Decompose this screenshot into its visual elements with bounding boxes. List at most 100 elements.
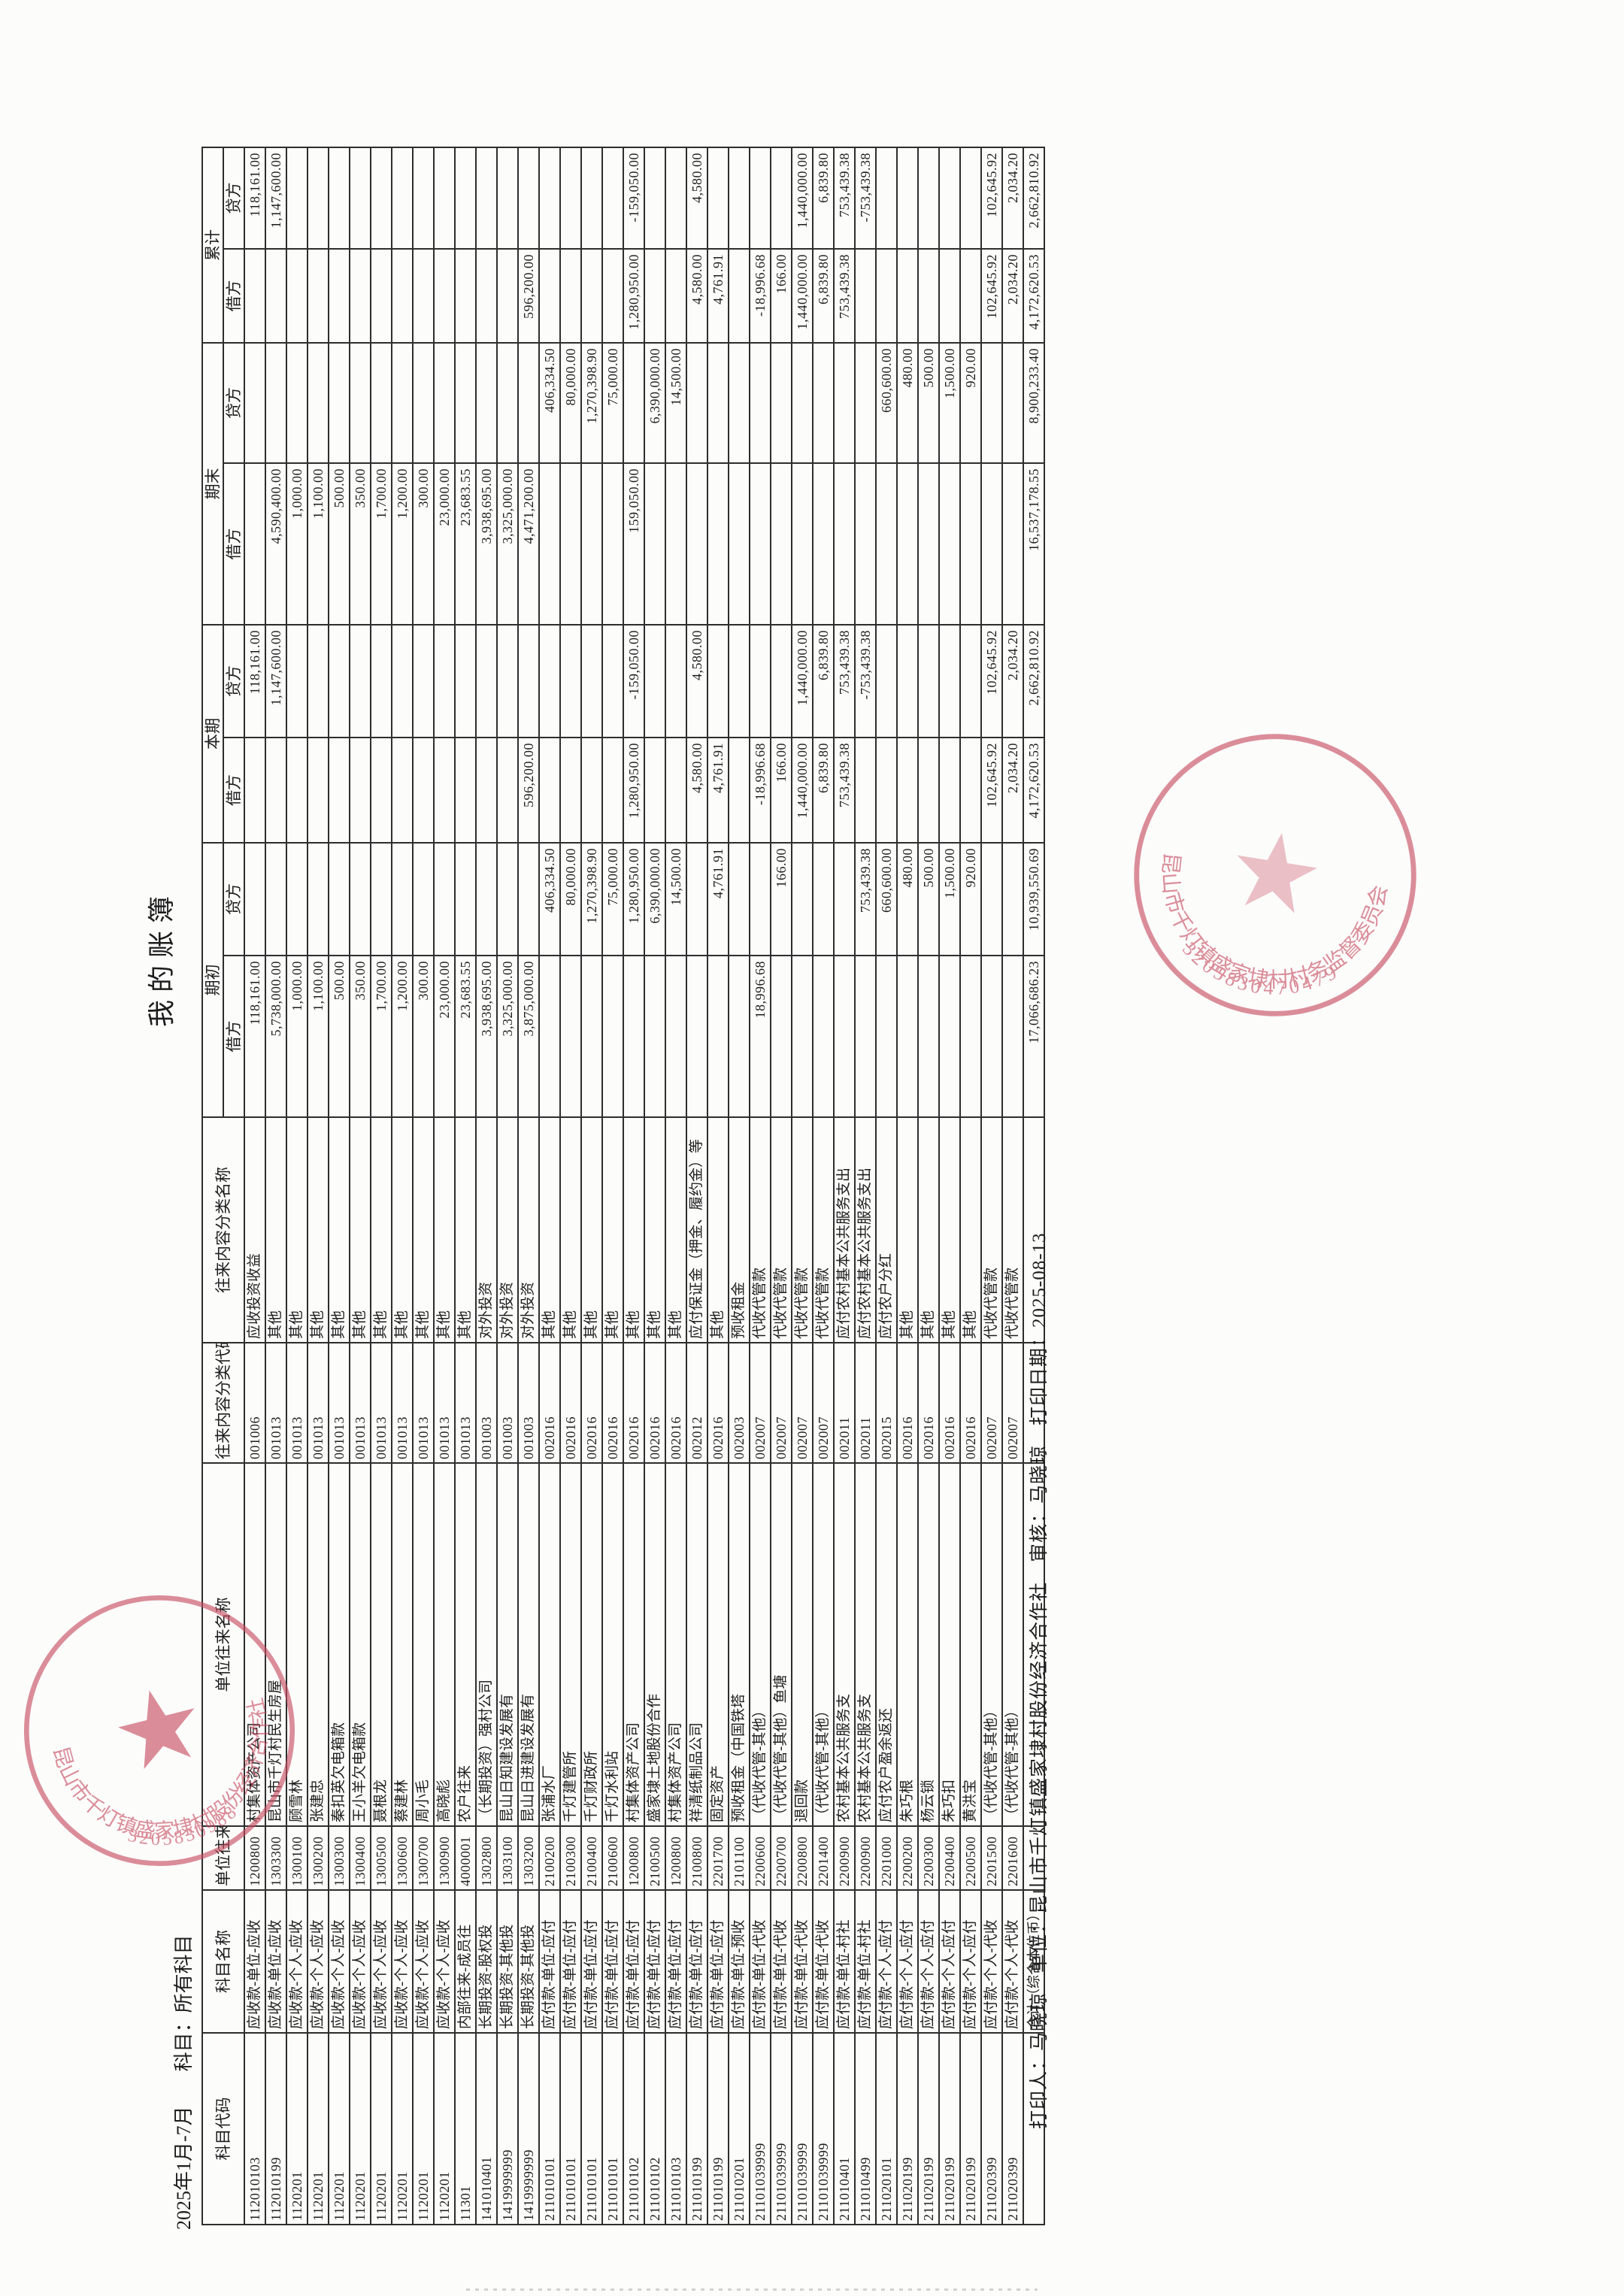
cell-subject-code: 211010103 — [665, 2033, 686, 2225]
cell-closing-debit — [244, 463, 265, 625]
table-row: 211020199 应付款-个人-应付 2200200 朱巧根 002016 其他 480.… — [897, 147, 918, 2225]
cell-closing-debit: 350.00 — [350, 463, 371, 625]
cell-current-debit: 102,645.92 — [981, 738, 1002, 843]
cell-current-debit: 4,580.00 — [686, 738, 707, 843]
cell-cumulative-credit — [665, 147, 686, 249]
cell-content-code: 001013 — [413, 1343, 434, 1463]
cell-subject-code: 141010401 — [476, 2033, 497, 2225]
cell-current-debit — [497, 738, 518, 843]
cell-cumulative-debit: 4,580.00 — [686, 249, 707, 343]
cell-subject-name: 应付款-个人-代收 — [981, 1890, 1002, 2033]
cell-content-code: 002007 — [1002, 1343, 1023, 1463]
cell-subject-name: 应付款-单位-应付 — [644, 1890, 665, 2033]
cell-current-debit — [329, 738, 350, 843]
cell-content-name: 应付农户分红 — [876, 1117, 897, 1343]
cell-unit-code: 2100200 — [539, 1826, 560, 1890]
cell-unit-code: 2201400 — [813, 1826, 834, 1890]
cell-cumulative-credit — [392, 147, 413, 249]
cell-current-credit — [286, 625, 308, 738]
cell-content-code: 002003 — [729, 1343, 750, 1463]
cell-closing-debit — [644, 463, 665, 625]
table-row: 211010103 应付款-单位-应付 1200800 村集体资产公司 002016 其他… — [665, 147, 686, 2225]
cell-unit-name: 村集体资产公司 — [623, 1463, 644, 1826]
table-row: 211010401 应付款-单位-村社 2200900 农村基本公共服务支 002011… — [834, 147, 855, 2225]
cell-unit-code: 2200900 — [834, 1826, 855, 1890]
cell-subject-name: 应收款-个人-应收 — [286, 1890, 308, 2033]
cell-unit-name: （代收代管-其他） — [813, 1463, 834, 1826]
cell-closing-debit: 23,000.00 — [434, 463, 455, 625]
cell-unit-code: 2201600 — [1002, 1826, 1023, 1890]
cell-opening-credit: 1,500.00 — [939, 843, 960, 956]
cell-cumulative-credit — [960, 147, 981, 249]
cell-cumulative-debit: 1,280,950.00 — [623, 249, 644, 343]
cell-current-credit — [476, 625, 497, 738]
cell-opening-credit — [476, 843, 497, 956]
cell-subject-name: 应付款-个人-应付 — [897, 1890, 918, 2033]
cell-opening-credit: 1,280,950.00 — [623, 843, 644, 956]
cell-content-name: 代收代管款 — [813, 1117, 834, 1343]
cell-closing-debit — [707, 463, 729, 625]
cell-closing-debit — [918, 463, 939, 625]
cell-current-debit — [476, 738, 497, 843]
cell-current-credit — [413, 625, 434, 738]
cell-subject-code: 211010101 — [602, 2033, 623, 2225]
cell-opening-debit — [771, 956, 792, 1117]
cell-unit-name: 秦扣英欠电箱款 — [329, 1463, 350, 1826]
cell-unit-code: 1303200 — [518, 1826, 539, 1890]
cell-opening-credit — [834, 843, 855, 956]
cell-closing-credit — [308, 343, 329, 463]
cell-cumulative-debit — [897, 249, 918, 343]
cell-content-name: 其他 — [413, 1117, 434, 1343]
cell-cumulative-credit: 118,161.00 — [244, 147, 265, 249]
cell-subject-code: 11301 — [455, 2033, 476, 2225]
cell-cumulative-credit — [707, 147, 729, 249]
cell-opening-credit — [329, 843, 350, 956]
cell-opening-debit: 17,066,686.23 — [1023, 956, 1044, 1117]
cell-content-name: 预收租金 — [729, 1117, 750, 1343]
cell-unit-name: 退回款 — [792, 1463, 813, 1826]
cell-closing-debit: 1,000.00 — [286, 463, 308, 625]
cell-current-debit — [897, 738, 918, 843]
cell-cumulative-credit: 102,645.92 — [981, 147, 1002, 249]
cell-opening-debit: 118,161.00 — [244, 956, 265, 1117]
header-cumulative-debit: 借方 — [223, 249, 244, 343]
cell-closing-credit — [518, 343, 539, 463]
table-row: 1120201 应收款-个人-应收 1300700 周小毛 001013 其他 300.00… — [413, 147, 434, 2225]
cell-subject-code: 211010101 — [560, 2033, 581, 2225]
cell-content-name: 其他 — [286, 1117, 308, 1343]
table-row: 112010103 应收款-单位-应收 1200800 村集体资产公司 001006 应收… — [244, 147, 265, 2225]
header-group-0: 期初 — [202, 843, 223, 1117]
cell-closing-debit: 1,100.00 — [308, 463, 329, 625]
cell-subject-code: 1419999999 — [518, 2033, 539, 2225]
cell-opening-credit — [455, 843, 476, 956]
cell-unit-code: 1300300 — [329, 1826, 350, 1890]
cell-opening-debit — [918, 956, 939, 1117]
table-row: 11301 内部往来-成员往 4000001 农户往来 001013 其他 23,683.5… — [455, 147, 476, 2225]
seal-star-left — [118, 1690, 195, 1770]
cell-subject-name: 应付款-个人-应付 — [939, 1890, 960, 2033]
cell-opening-debit: 1,200.00 — [392, 956, 413, 1117]
cell-unit-code: 1300900 — [434, 1826, 455, 1890]
cell-current-debit — [644, 738, 665, 843]
cell-cumulative-credit — [602, 147, 623, 249]
cell-opening-credit — [497, 843, 518, 956]
cell-closing-debit: 159,050.00 — [623, 463, 644, 625]
cell-unit-code: 2100300 — [560, 1826, 581, 1890]
header-group-3: 累计 — [202, 147, 223, 343]
header-content-code: 往来内容分类代码 — [202, 1343, 244, 1463]
cell-closing-debit: 4,471,200.00 — [518, 463, 539, 625]
cell-current-debit — [939, 738, 960, 843]
cell-unit-name: 周小毛 — [413, 1463, 434, 1826]
cell-closing-credit — [286, 343, 308, 463]
cell-subject-code: 1120201 — [308, 2033, 329, 2225]
cell-content-name: 对外投资 — [497, 1117, 518, 1343]
table-row: 1120201 应收款-个人-应收 1300400 王小羊欠电箱款 001013 其他 35… — [350, 147, 371, 2225]
cell-current-credit: 102,645.92 — [981, 625, 1002, 738]
cell-content-name: 其他 — [308, 1117, 329, 1343]
cell-current-credit — [729, 625, 750, 738]
cell-subject-name: 应付款-单位-应付 — [581, 1890, 602, 2033]
cell-closing-credit — [686, 343, 707, 463]
cell-cumulative-credit: 6,839.80 — [813, 147, 834, 249]
cell-closing-credit — [707, 343, 729, 463]
cell-cumulative-credit — [518, 147, 539, 249]
